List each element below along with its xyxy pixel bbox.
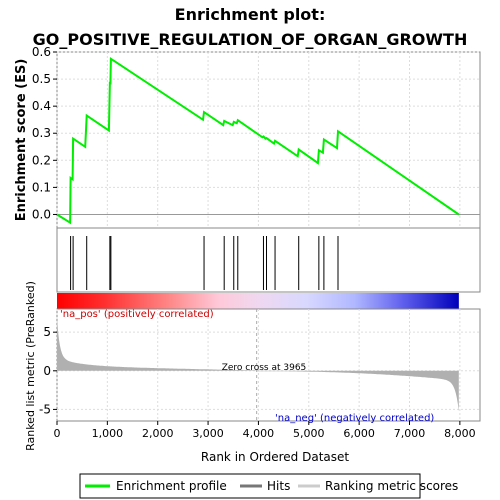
es-tick-label: 0.2 xyxy=(32,153,51,167)
zero-cross-label: Zero cross at 3965 xyxy=(222,363,307,373)
x-axis-ticks: 0 1,000 2,000 3,000 4,000 5,000 6,000 7,000 8,00… xyxy=(54,421,476,440)
x-tick-label: 5,000 xyxy=(293,427,325,440)
x-tick-label: 1,000 xyxy=(92,427,124,440)
ranking-color-band xyxy=(57,293,459,309)
x-tick-label: 8,000 xyxy=(444,427,476,440)
es-tick-label: 0.5 xyxy=(32,72,51,86)
x-tick-label: 4,000 xyxy=(243,427,275,440)
metric-y-axis-label: Ranked list metric (PreRanked) xyxy=(24,281,37,451)
legend-profile-label: Enrichment profile xyxy=(116,479,227,493)
es-tick-label: 0.1 xyxy=(32,180,51,194)
hits-panel xyxy=(56,227,481,293)
metric-y-ticks: -5 0 5 xyxy=(39,325,57,416)
metric-panel: -5 0 5 'na_pos' (positively correlated) Ze… xyxy=(39,308,481,424)
enrichment-profile-line xyxy=(56,56,460,225)
es-y-axis-label: Enrichment score (ES) xyxy=(14,59,29,222)
legend-hits-label: Hits xyxy=(267,479,290,493)
chart-title-line1: Enrichment plot: xyxy=(175,5,326,24)
na-pos-label: 'na_pos' (positively correlated) xyxy=(60,309,214,320)
metric-grid xyxy=(56,309,480,421)
chart-title-line2: GO_POSITIVE_REGULATION_OF_ORGAN_GROWTH xyxy=(33,30,468,49)
es-panel: 0.0 0.1 0.2 0.3 0.4 0.5 0.6 xyxy=(32,45,481,229)
metric-tick-label: -5 xyxy=(39,402,51,416)
x-axis-label: Rank in Ordered Dataset xyxy=(201,450,349,464)
legend: Enrichment profile Hits Ranking metric s… xyxy=(79,473,458,499)
es-tick-label: 0.6 xyxy=(32,45,51,59)
es-tick-label: 0.3 xyxy=(32,126,51,140)
x-tick-label: 3,000 xyxy=(192,427,224,440)
na-neg-label: 'na_neg' (negatively correlated) xyxy=(275,413,434,424)
metric-tick-label: 5 xyxy=(43,325,51,339)
x-tick-label: 7,000 xyxy=(394,427,426,440)
es-tick-label: 0.4 xyxy=(32,99,51,113)
x-tick-label: 6,000 xyxy=(343,427,375,440)
es-y-ticks: 0.0 0.1 0.2 0.3 0.4 0.5 0.6 xyxy=(32,45,57,221)
es-tick-label: 0.0 xyxy=(32,207,51,221)
hit-marks xyxy=(70,236,339,290)
x-tick-label: 2,000 xyxy=(142,427,174,440)
hits-panel-frame xyxy=(56,227,481,293)
metric-tick-label: 0 xyxy=(43,364,51,378)
legend-metric-label: Ranking metric scores xyxy=(325,479,458,493)
x-tick-label: 0 xyxy=(54,427,61,440)
